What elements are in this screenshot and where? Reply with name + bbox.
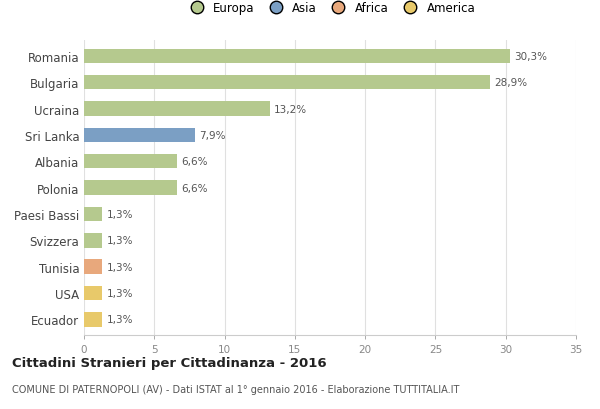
Text: 1,3%: 1,3%: [106, 288, 133, 298]
Bar: [84, 76, 490, 90]
Text: 1,3%: 1,3%: [106, 262, 133, 272]
Text: 28,9%: 28,9%: [494, 78, 527, 88]
Bar: [84, 312, 102, 327]
Bar: [84, 49, 510, 64]
Text: 1,3%: 1,3%: [106, 236, 133, 246]
Text: Cittadini Stranieri per Cittadinanza - 2016: Cittadini Stranieri per Cittadinanza - 2…: [12, 356, 326, 369]
Bar: [84, 207, 102, 222]
Text: 7,9%: 7,9%: [199, 130, 226, 141]
Bar: [84, 260, 102, 274]
Text: 1,3%: 1,3%: [106, 209, 133, 219]
Text: 30,3%: 30,3%: [514, 52, 547, 62]
Text: 6,6%: 6,6%: [181, 183, 208, 193]
Text: 6,6%: 6,6%: [181, 157, 208, 167]
Legend: Europa, Asia, Africa, America: Europa, Asia, Africa, America: [182, 0, 478, 17]
Bar: [84, 181, 177, 196]
Bar: [84, 286, 102, 301]
Text: 1,3%: 1,3%: [106, 315, 133, 325]
Bar: [84, 234, 102, 248]
Bar: [84, 128, 195, 143]
Text: 13,2%: 13,2%: [274, 104, 307, 114]
Text: COMUNE DI PATERNOPOLI (AV) - Dati ISTAT al 1° gennaio 2016 - Elaborazione TUTTIT: COMUNE DI PATERNOPOLI (AV) - Dati ISTAT …: [12, 384, 460, 394]
Bar: [84, 155, 177, 169]
Bar: [84, 102, 269, 117]
